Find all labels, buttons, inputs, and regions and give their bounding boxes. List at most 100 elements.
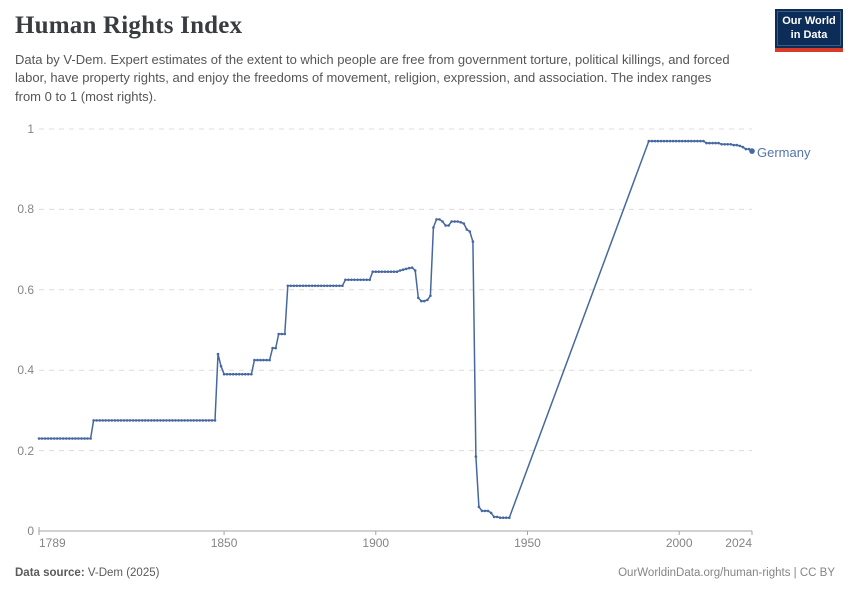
point-marker [359, 278, 362, 282]
point-marker [92, 419, 95, 422]
point-marker [277, 332, 281, 336]
point-marker [210, 419, 214, 422]
point-marker [228, 372, 232, 376]
point-marker [137, 419, 141, 422]
point-marker [732, 143, 736, 147]
point-marker [726, 143, 729, 146]
point-marker [201, 419, 205, 422]
point-marker [289, 284, 293, 288]
point-marker [74, 437, 77, 440]
point-marker [58, 437, 62, 440]
point-marker [426, 298, 429, 302]
point-marker [671, 139, 675, 143]
point-marker [62, 437, 65, 440]
point-marker [189, 419, 192, 422]
point-marker [65, 437, 68, 440]
point-marker [49, 437, 53, 440]
point-marker [429, 294, 432, 298]
x-axis-label-2024: 2024 [725, 536, 752, 550]
owid-logo[interactable]: Our World in Data [775, 9, 843, 52]
point-marker [140, 419, 144, 422]
point-marker [647, 139, 651, 143]
point-marker [89, 437, 92, 440]
point-marker [274, 346, 278, 350]
point-marker [407, 266, 411, 270]
point-marker [253, 358, 256, 362]
point-marker [174, 419, 177, 422]
point-marker [271, 346, 274, 350]
point-marker [122, 419, 126, 422]
owid-logo-line1: Our World [782, 15, 836, 28]
data-source-label: Data source: [15, 567, 85, 579]
point-marker [720, 143, 723, 146]
point-marker [468, 230, 472, 233]
point-marker [128, 419, 132, 422]
point-marker [344, 278, 347, 282]
data-source-value: V-Dem (2025) [84, 567, 160, 579]
point-marker [498, 516, 502, 519]
point-marker [477, 505, 481, 509]
point-marker [310, 284, 314, 288]
point-marker [113, 419, 117, 422]
point-marker [423, 299, 426, 303]
point-marker [119, 419, 123, 422]
point-marker [301, 284, 305, 288]
point-marker [244, 372, 247, 376]
point-marker [389, 270, 393, 274]
point-marker [656, 139, 660, 143]
point-marker [380, 270, 384, 274]
point-marker [708, 141, 711, 145]
point-marker [417, 296, 420, 300]
entity-label-germany[interactable]: Germany [757, 145, 811, 160]
point-marker [86, 437, 89, 440]
point-marker [650, 139, 654, 143]
y-axis-label-0.8: 0.8 [17, 202, 34, 217]
point-marker [98, 419, 101, 422]
point-marker [219, 364, 223, 368]
point-marker [262, 358, 265, 362]
point-marker [171, 419, 174, 422]
point-marker [711, 141, 714, 145]
point-marker [435, 218, 438, 221]
point-marker [68, 437, 71, 440]
point-marker [268, 358, 271, 362]
point-marker [298, 284, 302, 288]
x-axis-label-1850: 1850 [210, 536, 238, 550]
chart-subtitle: Data by V-Dem. Expert estimates of the e… [15, 52, 730, 104]
x-axis-label-2000: 2000 [665, 536, 693, 550]
point-marker [687, 139, 690, 143]
point-marker [383, 270, 387, 274]
point-marker [723, 143, 726, 146]
point-marker [195, 419, 199, 422]
chart-footer: Data source: V-Dem (2025) OurWorldinData… [15, 567, 835, 579]
end-point-marker[interactable] [749, 148, 755, 154]
point-marker [234, 372, 238, 376]
point-marker [125, 419, 129, 422]
point-marker [413, 269, 417, 272]
x-axis-label-1900: 1900 [362, 536, 390, 550]
point-marker [677, 139, 681, 143]
point-marker [456, 220, 460, 223]
point-marker [213, 419, 217, 422]
point-marker [480, 509, 484, 513]
point-marker [501, 516, 505, 519]
line-germany[interactable] [39, 140, 753, 519]
point-marker [662, 139, 666, 143]
footer-link[interactable]: OurWorldinData.org/human-rights | CC BY [618, 567, 835, 579]
point-marker [222, 372, 226, 376]
point-marker [131, 419, 135, 422]
point-marker [225, 372, 229, 376]
point-marker [668, 139, 672, 143]
point-marker [486, 509, 490, 513]
point-marker [207, 419, 211, 422]
point-marker [322, 284, 326, 288]
point-marker [307, 284, 311, 288]
point-marker [341, 284, 344, 288]
point-marker [46, 437, 50, 440]
point-marker [55, 437, 59, 440]
point-marker [192, 419, 195, 422]
point-marker [371, 270, 375, 274]
point-marker [95, 419, 98, 422]
point-marker [714, 141, 717, 145]
